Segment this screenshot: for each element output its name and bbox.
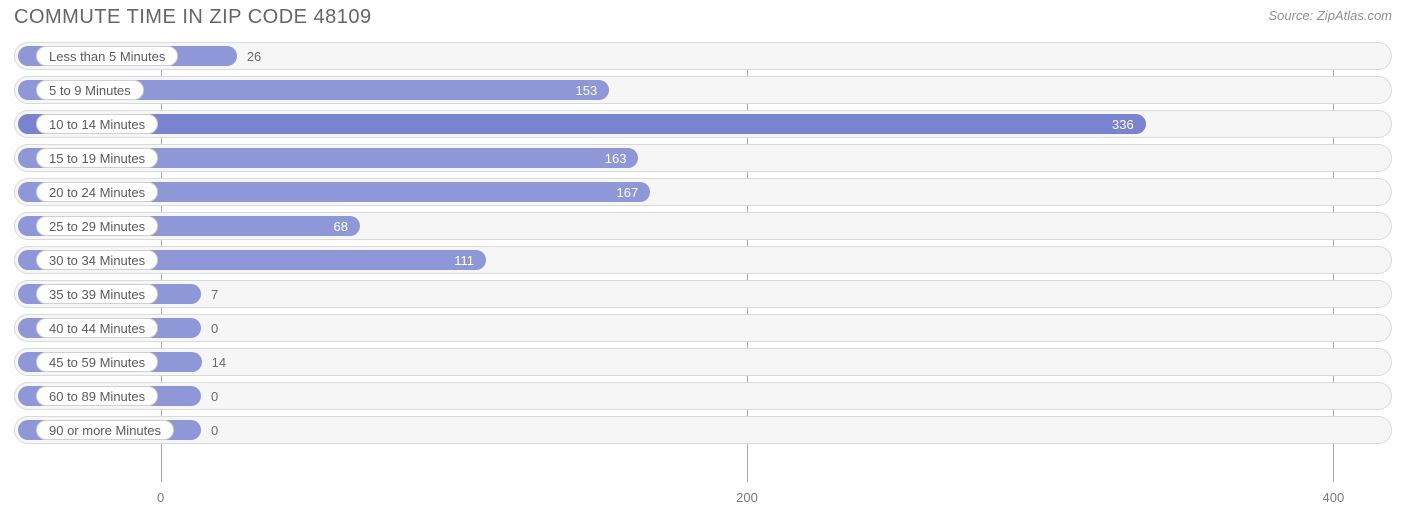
- category-label: 15 to 19 Minutes: [36, 148, 158, 168]
- value-label: 14: [212, 348, 226, 376]
- bar-track: [14, 314, 1392, 342]
- category-label: 25 to 29 Minutes: [36, 216, 158, 236]
- bar-track: [14, 416, 1392, 444]
- bar-row: 15 to 19 Minutes 163: [14, 144, 1392, 172]
- category-label: 5 to 9 Minutes: [36, 80, 144, 100]
- category-label: 10 to 14 Minutes: [36, 114, 158, 134]
- bar-row: 45 to 59 Minutes 14: [14, 348, 1392, 376]
- bar-row: 20 to 24 Minutes 167: [14, 178, 1392, 206]
- bar-row: 90 or more Minutes 0: [14, 416, 1392, 444]
- category-label: 30 to 34 Minutes: [36, 250, 158, 270]
- bar-row: 25 to 29 Minutes 68: [14, 212, 1392, 240]
- bars-container: Less than 5 Minutes 26 5 to 9 Minutes 153 10…: [14, 42, 1392, 482]
- value-label: 68: [334, 212, 348, 240]
- x-tick-label: 0: [157, 490, 164, 505]
- value-label: 163: [605, 144, 627, 172]
- value-label: 0: [211, 416, 218, 444]
- category-label: 60 to 89 Minutes: [36, 386, 158, 406]
- plot-area: Less than 5 Minutes 26 5 to 9 Minutes 153 10…: [14, 42, 1392, 482]
- category-label: 20 to 24 Minutes: [36, 182, 158, 202]
- bar-fill: [18, 114, 1146, 134]
- x-tick-label: 400: [1323, 490, 1345, 505]
- chart-title: COMMUTE TIME IN ZIP CODE 48109: [14, 6, 372, 29]
- category-label: 90 or more Minutes: [36, 420, 174, 440]
- category-label: 40 to 44 Minutes: [36, 318, 158, 338]
- bar-row: 40 to 44 Minutes 0: [14, 314, 1392, 342]
- category-label: 35 to 39 Minutes: [36, 284, 158, 304]
- chart-header: COMMUTE TIME IN ZIP CODE 48109 Source: Z…: [0, 0, 1406, 33]
- x-tick-label: 200: [736, 490, 758, 505]
- category-label: Less than 5 Minutes: [36, 46, 178, 66]
- value-label: 7: [211, 280, 218, 308]
- chart-source: Source: ZipAtlas.com: [1268, 6, 1392, 23]
- x-axis: 0 200 400: [14, 490, 1392, 510]
- bar-row: 60 to 89 Minutes 0: [14, 382, 1392, 410]
- bar-track: [14, 280, 1392, 308]
- bar-row: Less than 5 Minutes 26: [14, 42, 1392, 70]
- bar-row: 5 to 9 Minutes 153: [14, 76, 1392, 104]
- bar-track: [14, 382, 1392, 410]
- value-label: 0: [211, 314, 218, 342]
- value-label: 26: [247, 42, 261, 70]
- value-label: 111: [454, 246, 474, 274]
- value-label: 167: [617, 178, 639, 206]
- value-label: 336: [1112, 110, 1134, 138]
- bar-row: 30 to 34 Minutes 111: [14, 246, 1392, 274]
- bar-row: 10 to 14 Minutes 336: [14, 110, 1392, 138]
- value-label: 0: [211, 382, 218, 410]
- category-label: 45 to 59 Minutes: [36, 352, 158, 372]
- value-label: 153: [575, 76, 597, 104]
- bar-row: 35 to 39 Minutes 7: [14, 280, 1392, 308]
